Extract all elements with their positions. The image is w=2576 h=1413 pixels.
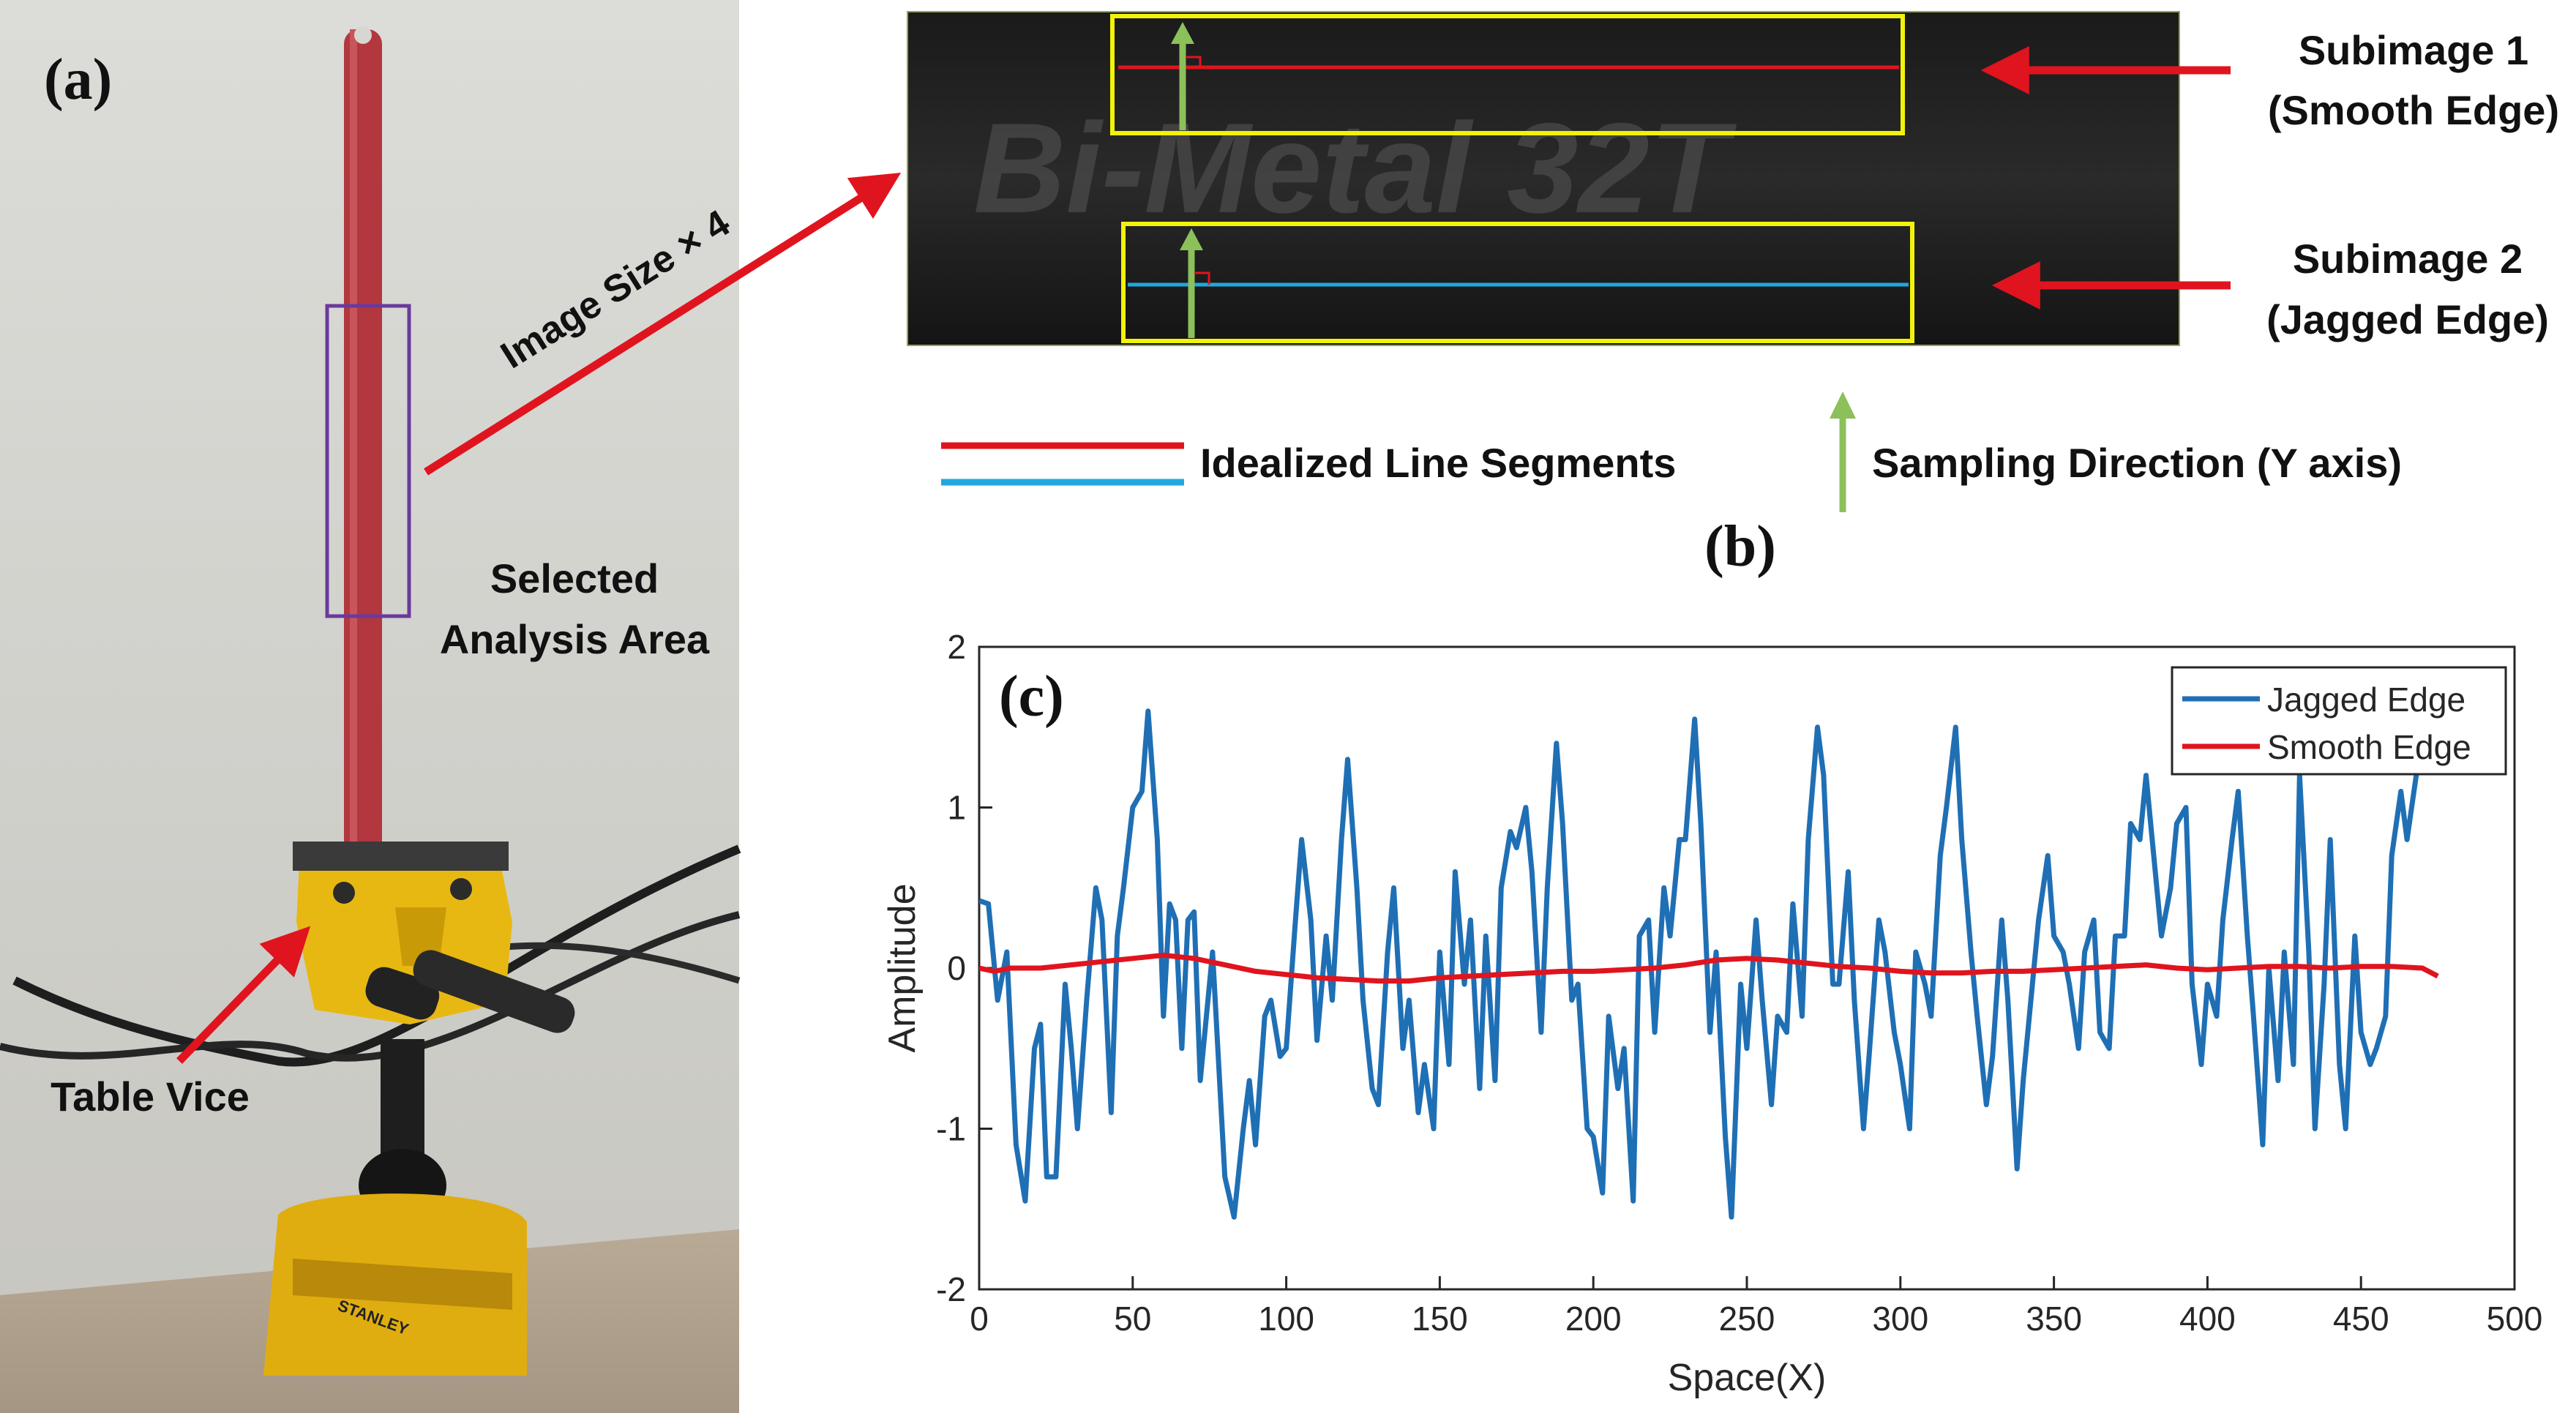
x-tick-label: 100	[1258, 1300, 1314, 1338]
saw-blade-highlight	[350, 29, 357, 863]
x-tick-label: 50	[1114, 1300, 1151, 1338]
subimage-1-label-line1: Subimage 1	[2299, 27, 2528, 73]
x-tick-label: 200	[1565, 1300, 1622, 1338]
saw-blade	[344, 29, 382, 863]
legend-line-label: Idealized Line Segments	[1200, 440, 1676, 486]
legend-arrow-label: Sampling Direction (Y axis)	[1872, 440, 2402, 486]
panel-label-c: (c)	[999, 664, 1064, 729]
selected-area-label-line1: Selected	[490, 555, 659, 601]
series-line-jagged-edge	[979, 694, 2441, 1220]
x-tick-label: 500	[2487, 1300, 2543, 1338]
x-tick-label: 150	[1412, 1300, 1468, 1338]
x-tick-label: 0	[970, 1300, 989, 1338]
y-tick-label: -2	[936, 1270, 966, 1308]
vice-handle	[413, 950, 575, 1033]
subimage-2-label-line2: (Jagged Edge)	[2266, 296, 2549, 342]
series-line-smooth-edge	[979, 952, 2439, 984]
x-tick-label: 350	[2026, 1300, 2082, 1338]
subimage-2-box	[1121, 222, 1914, 343]
cable	[12, 844, 741, 1067]
blade-hole	[354, 26, 372, 44]
selected-analysis-area-box	[325, 304, 411, 618]
photo-panel: STANLEY (a) Selected Analysis Area Table…	[0, 0, 741, 1413]
y-tick-label: -1	[936, 1110, 966, 1148]
subimage-1-label-line2: (Smooth Edge)	[2268, 87, 2559, 133]
x-tick-label: 250	[1719, 1300, 1775, 1338]
y-tick-label: 1	[947, 789, 966, 827]
cable	[0, 911, 741, 1062]
chart-legend-box	[2171, 666, 2507, 776]
vice-jaw	[293, 842, 509, 871]
blade-print-text: Bi-Metal 32T	[973, 97, 1737, 240]
subimage-2-label-line1: Subimage 2	[2293, 236, 2523, 282]
y-tick-label: 0	[947, 949, 966, 987]
legend-smooth-label: Smooth Edge	[2267, 728, 2471, 766]
x-tick-label: 450	[2333, 1300, 2389, 1338]
amplitude-chart: 0 50 100 150 200 250 300 350 400 450 500 -2 -1 0 1 2 (c…	[881, 628, 2542, 1399]
vice-label: Table Vice	[50, 1073, 250, 1120]
x-axis-label: Space(X)	[1668, 1357, 1827, 1399]
zoom-arrow	[424, 172, 902, 476]
x-tick-label: 300	[1872, 1300, 1928, 1338]
legend-jagged-label: Jagged Edge	[2267, 681, 2465, 719]
subimage-1-box	[1110, 14, 1905, 135]
vice-pointer-arrow	[176, 926, 311, 1064]
chart-legend: Jagged Edge Smooth Edge	[2171, 666, 2507, 776]
subimage-panel: Bi-Metal 32T Subimage 1 (Smooth Edge) Su…	[907, 11, 2559, 579]
y-axis-label: Amplitude	[881, 883, 924, 1052]
y-tick-label: 2	[947, 628, 966, 666]
selected-area-label-line2: Analysis Area	[440, 616, 710, 662]
panel-label-b: (b)	[1704, 514, 1776, 579]
x-tick-label: 400	[2179, 1300, 2236, 1338]
panel-label-a: (a)	[44, 48, 112, 112]
